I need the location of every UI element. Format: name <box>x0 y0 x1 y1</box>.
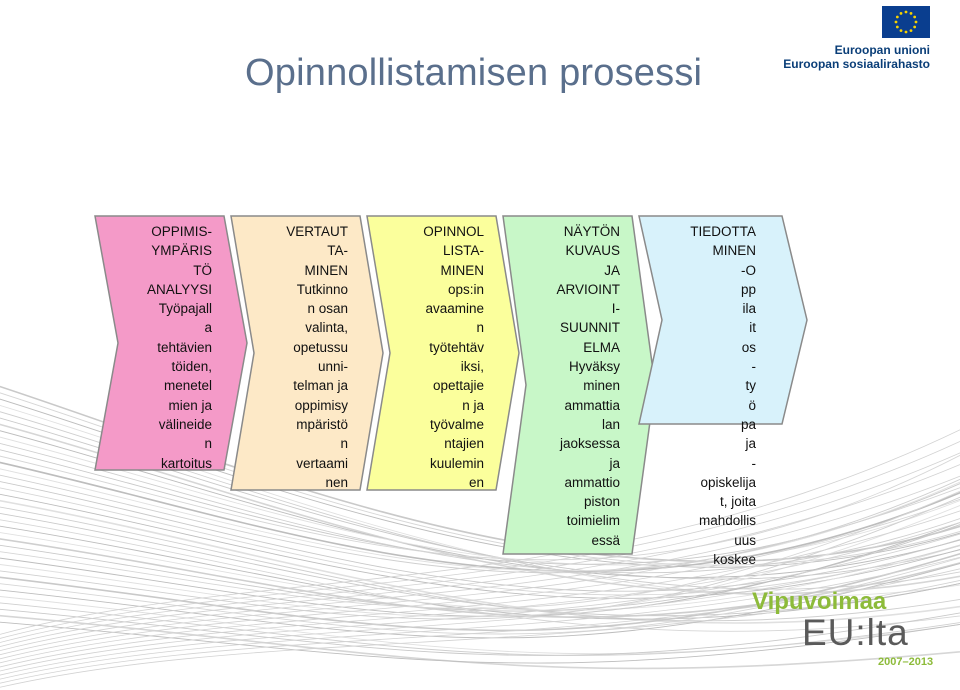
swoosh-line <box>0 504 960 618</box>
eu-logo-line1: Euroopan unioni <box>834 43 930 57</box>
swoosh-line <box>0 525 960 620</box>
eu-flag-icon <box>882 6 930 38</box>
eu-flag-star <box>895 25 899 29</box>
swoosh-line <box>0 498 960 660</box>
swoosh-line <box>0 454 960 561</box>
swoosh-line <box>0 556 960 680</box>
swoosh-line <box>0 506 960 622</box>
eu-flag-star <box>913 15 917 19</box>
swoosh-line <box>0 499 960 624</box>
swoosh-line <box>0 429 960 635</box>
eu-flag-star <box>913 25 917 29</box>
swoosh-line <box>0 452 960 643</box>
eu-flag-star <box>895 15 899 19</box>
step-2-text: VERTAUT TA- MINEN Tutkinno n osan valint… <box>286 224 348 490</box>
swoosh-line <box>0 475 960 652</box>
eu-flag-star <box>904 10 908 14</box>
vipuvoimaa-logo-text: Vipuvoimaa <box>752 588 887 615</box>
swoosh-line <box>0 538 960 618</box>
eu-flag-star <box>899 11 903 15</box>
swoosh-line <box>0 487 960 656</box>
eu-logo-text: Euroopan unioni Euroopan sosiaalirahasto <box>783 43 930 71</box>
eu-flag-star <box>909 11 913 15</box>
swoosh-line <box>0 510 960 664</box>
logo-years: 2007–2013 <box>878 656 934 668</box>
swoosh-line <box>0 442 960 574</box>
eulta-logo-text: EU:lta <box>802 612 909 653</box>
swoosh-line <box>0 532 960 611</box>
swoosh-line <box>0 579 960 688</box>
swoosh-line <box>0 481 960 592</box>
page-title: Opinnollistamisen prosessi <box>245 52 703 94</box>
step-5-text: TIEDOTTA MINEN -O pp ila it os - ty ö pa… <box>690 224 756 568</box>
swoosh-line <box>0 521 960 668</box>
swoosh-line <box>0 568 960 684</box>
eu-flag-star <box>909 29 913 33</box>
swoosh-line <box>0 608 960 656</box>
swoosh-line <box>0 468 960 572</box>
swoosh-line <box>0 461 960 573</box>
swoosh-line <box>0 496 960 620</box>
swoosh-line <box>0 440 960 639</box>
swoosh-line <box>0 533 960 672</box>
eu-flag-star <box>914 20 918 24</box>
swoosh-line <box>0 621 960 664</box>
eu-logo-line2: Euroopan sosiaalirahasto <box>783 57 930 71</box>
swoosh-line <box>0 545 960 676</box>
swoosh-line <box>0 602 960 656</box>
swoosh-line <box>0 563 960 639</box>
swoosh-line <box>0 487 960 596</box>
eu-flag-star <box>904 30 908 34</box>
swoosh-line <box>0 463 960 648</box>
swoosh-line <box>0 596 960 655</box>
step-3-text: OPINNOL LISTA- MINEN ops:in avaamine n t… <box>423 224 484 490</box>
eu-flag-star <box>894 20 898 24</box>
step-4-text: NÄYTÖN KUVAUS JA ARVIOINT I- SUUNNIT ELM… <box>556 224 620 548</box>
step-1-text: OPPIMIS- YMPÄRIS TÖ ANALYYSI Työpajall a… <box>146 224 212 471</box>
swoosh-line <box>0 552 960 632</box>
swoosh-line <box>0 490 960 610</box>
swoosh-line <box>0 493 960 599</box>
swoosh-line <box>0 557 960 635</box>
eu-flag-star <box>899 29 903 33</box>
